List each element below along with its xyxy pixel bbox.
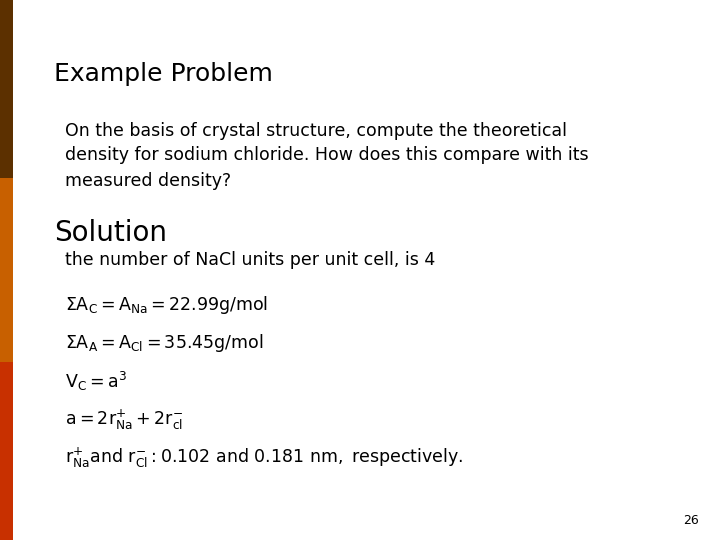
Text: $\mathsf{V_C = a^3}$: $\mathsf{V_C = a^3}$ <box>65 370 127 393</box>
Text: the number of NaCl units per unit cell, is 4: the number of NaCl units per unit cell, … <box>65 251 435 269</box>
Text: $\mathsf{\Sigma A_A = A_{Cl}}$$\mathsf{ = 35.45g/mol}$: $\mathsf{\Sigma A_A = A_{Cl}}$$\mathsf{ … <box>65 332 264 354</box>
Bar <box>0 362 13 540</box>
Text: 26: 26 <box>683 514 698 526</box>
Text: $\mathsf{\Sigma A_C = A_{Na}}$$\mathsf{ = 22.99g/mol}$: $\mathsf{\Sigma A_C = A_{Na}}$$\mathsf{ … <box>65 294 268 316</box>
Text: Example Problem: Example Problem <box>54 62 273 86</box>
Text: Solution: Solution <box>54 219 167 247</box>
Text: $\mathsf{r_{Na}^{+}}$$\mathsf{ and\ r_{Cl}^{-}}$$\mathsf{: 0.102\ and\ 0.181\ nm: $\mathsf{r_{Na}^{+}}$$\mathsf{ and\ r_{C… <box>65 446 463 470</box>
Bar <box>0 178 13 362</box>
Text: On the basis of crystal structure, compute the theoretical
density for sodium ch: On the basis of crystal structure, compu… <box>65 122 588 190</box>
Text: $\mathsf{a = 2r_{Na}^{+} + 2r_{cl}^{-}}$: $\mathsf{a = 2r_{Na}^{+} + 2r_{cl}^{-}}$ <box>65 408 183 432</box>
Bar <box>0 0 13 178</box>
